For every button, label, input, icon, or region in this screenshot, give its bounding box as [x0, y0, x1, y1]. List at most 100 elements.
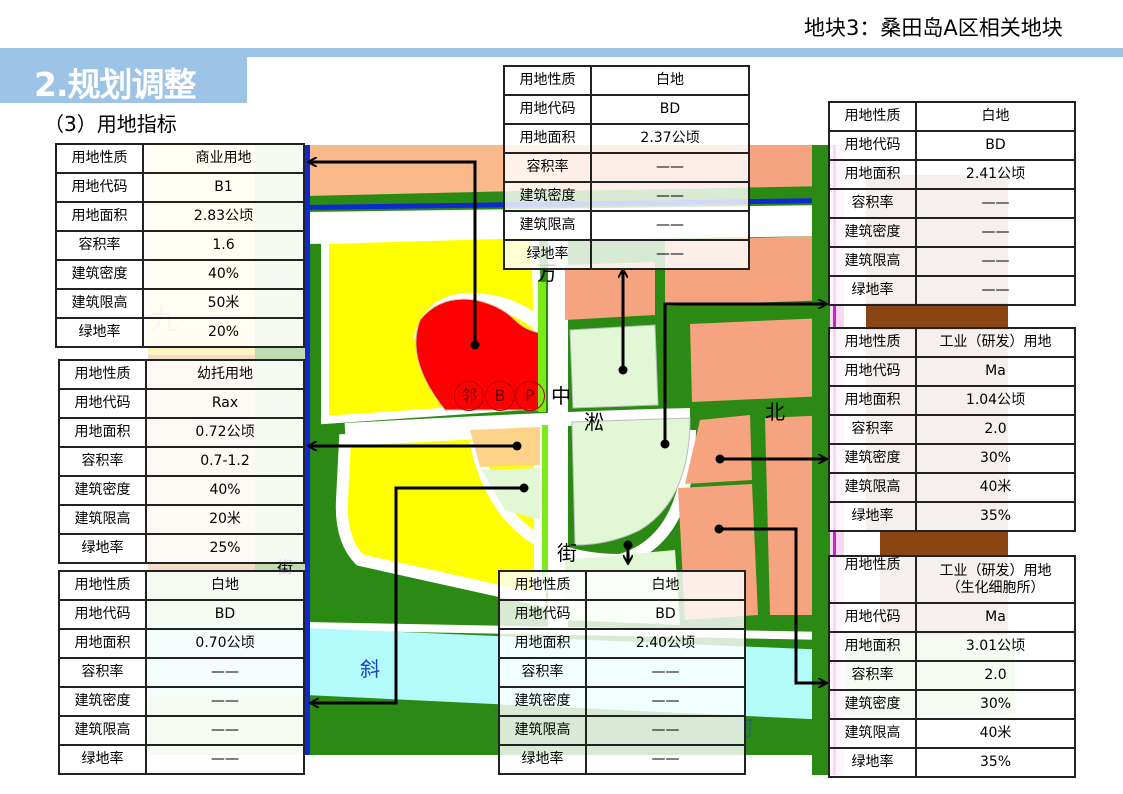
table-row: 建筑密度 —— — [58, 686, 305, 717]
indicator-table-kindergarten-rax: 用地性质 幼托用地 用地代码 Rax 用地面积 0.72公顷 容积率 0.7-1.2 建筑密度 4… — [58, 359, 305, 564]
indicator-label: 容积率 — [498, 657, 587, 688]
indicator-label: 用地性质 — [828, 555, 917, 604]
indicator-label: 用地面积 — [828, 159, 917, 190]
table-row: 用地性质 白地 — [58, 570, 305, 601]
indicator-value: 白地 — [145, 570, 305, 601]
table-row: 用地性质 工业（研发）用地 — [828, 327, 1076, 358]
road-label: 街 — [557, 541, 577, 565]
green-strip-2 — [542, 425, 550, 580]
table-row: 绿地率 35% — [828, 747, 1076, 778]
marker-dot — [715, 454, 725, 464]
indicator-label: 用地代码 — [828, 602, 917, 633]
indicator-value: 25% — [145, 533, 305, 564]
indicator-value: —— — [590, 181, 750, 212]
table-row: 建筑密度 —— — [828, 217, 1076, 248]
indicator-value: —— — [145, 715, 305, 746]
table-row: 绿地率 35% — [828, 501, 1076, 532]
indicator-label: 用地代码 — [503, 94, 592, 125]
table-row: 容积率 1.6 — [55, 230, 305, 261]
green-strip-1 — [538, 282, 546, 412]
indicator-value: 商业用地 — [142, 143, 305, 174]
indicator-value: 2.41公顷 — [915, 159, 1076, 190]
indicator-value: 3.01公顷 — [915, 631, 1076, 662]
marker-dot — [623, 540, 633, 550]
table-row: 绿地率 25% — [58, 533, 305, 564]
indicator-label: 用地性质 — [828, 327, 917, 358]
indicator-value: —— — [590, 152, 750, 183]
road-label: 中 — [551, 384, 571, 408]
table-row: 用地代码 BD — [498, 599, 746, 630]
indicator-label: 建筑限高 — [498, 715, 587, 746]
indicator-value: —— — [915, 188, 1076, 219]
table-row: 容积率 —— — [828, 188, 1076, 219]
indicator-value: —— — [915, 275, 1076, 306]
indicator-label: 建筑限高 — [503, 210, 592, 241]
indicator-label: 容积率 — [503, 152, 592, 183]
table-row: 建筑限高 —— — [58, 715, 305, 746]
section-title: 2.规划调整 — [34, 65, 196, 104]
arrow-white-241 — [663, 304, 826, 444]
indicator-value: 40米 — [915, 472, 1076, 503]
indicator-label: 用地代码 — [55, 172, 144, 203]
table-row: 用地面积 0.70公顷 — [58, 628, 305, 659]
indicator-value: 2.37公顷 — [590, 123, 750, 154]
marker-dot — [618, 365, 628, 375]
table-row: 用地面积 1.04公顷 — [828, 385, 1076, 416]
table-row: 用地代码 Ma — [828, 602, 1076, 633]
table-row: 容积率 2.0 — [828, 660, 1076, 691]
indicator-label: 建筑密度 — [828, 443, 917, 474]
indicator-value: —— — [590, 239, 750, 270]
indicator-table-white-land-070: 用地性质 白地 用地代码 BD 用地面积 0.70公顷 容积率 —— 建筑密度 —— 建筑限高 —— 绿… — [58, 570, 305, 775]
indicator-label: 绿地率 — [828, 501, 917, 532]
indicator-label: 建筑限高 — [58, 715, 147, 746]
table-row: 用地代码 BD — [58, 599, 305, 630]
indicator-label: 用地面积 — [55, 201, 144, 232]
table-row: 用地面积 2.37公顷 — [503, 123, 750, 154]
indicator-label: 用地性质 — [58, 570, 147, 601]
subtitle: （3）用地指标 — [44, 112, 177, 136]
indicator-label: 容积率 — [58, 657, 147, 688]
marker-dot — [512, 441, 522, 451]
table-row: 建筑限高 —— — [828, 246, 1076, 277]
indicator-value: B1 — [142, 172, 305, 203]
table-row: 绿地率 20% — [55, 317, 305, 348]
indicator-table-industrial-rd-104: 用地性质 工业（研发）用地 用地代码 Ma 用地面积 1.04公顷 容积率 2.0 建筑密度 30… — [828, 327, 1076, 532]
indicator-label: 绿地率 — [58, 533, 147, 564]
industrial-parcel-1 — [565, 262, 655, 320]
table-row: 用地面积 2.83公顷 — [55, 201, 305, 232]
indicator-label: 用地面积 — [58, 417, 147, 448]
indicator-value: BD — [585, 599, 746, 630]
brown-strip-1 — [866, 300, 1008, 330]
indicator-label: 绿地率 — [503, 239, 592, 270]
table-row: 建筑密度 —— — [498, 686, 746, 717]
indicator-value: 1.04公顷 — [915, 385, 1076, 416]
indicator-label: 用地面积 — [828, 385, 917, 416]
indicator-table-white-land-241: 用地性质 白地 用地代码 BD 用地面积 2.41公顷 容积率 —— 建筑密度 —— 建筑限高 —— 绿… — [828, 101, 1076, 306]
indicator-value: 0.70公顷 — [145, 628, 305, 659]
indicator-value: —— — [585, 715, 746, 746]
header-band — [0, 48, 1123, 57]
table-row: 用地面积 3.01公顷 — [828, 631, 1076, 662]
table-row: 用地性质 商业用地 — [55, 143, 305, 174]
table-row: 容积率 0.7-1.2 — [58, 446, 305, 477]
indicator-label: 绿地率 — [498, 744, 587, 775]
indicator-label: 绿地率 — [828, 275, 917, 306]
indicator-value: —— — [145, 744, 305, 775]
indicator-label: 用地性质 — [55, 143, 144, 174]
indicator-value: 35% — [915, 501, 1076, 532]
white-parcel-north — [569, 324, 659, 409]
indicator-value: 40米 — [915, 718, 1076, 749]
indicator-value: 2.40公顷 — [585, 628, 746, 659]
table-row: 建筑限高 40米 — [828, 718, 1076, 749]
indicator-value: BD — [590, 94, 750, 125]
indicator-value: 30% — [915, 443, 1076, 474]
table-row: 容积率 —— — [503, 152, 750, 183]
indicator-value: 20米 — [145, 504, 305, 535]
indicator-label: 绿地率 — [55, 317, 144, 348]
table-row: 用地代码 BD — [828, 130, 1076, 161]
indicator-label: 建筑限高 — [828, 472, 917, 503]
indicator-value: BD — [145, 599, 305, 630]
indicator-value: BD — [915, 130, 1076, 161]
white-parcel-small — [482, 468, 540, 520]
